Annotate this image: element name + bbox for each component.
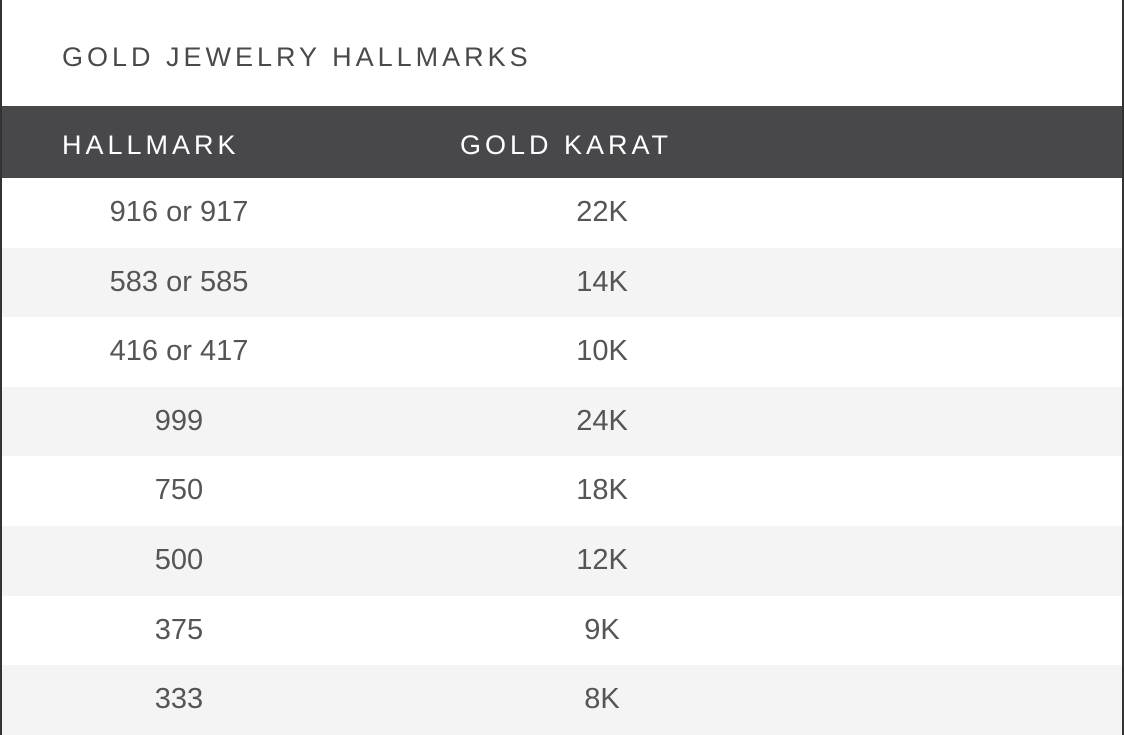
table-row: 999 24K [2, 386, 1122, 457]
table-row: 750 18K [2, 456, 1122, 526]
table-row: 583 or 585 14K [2, 247, 1122, 318]
hallmark-cell: 333 [154, 683, 204, 716]
table-row: 375 9K [2, 596, 1122, 666]
table-row: 500 12K [2, 525, 1122, 596]
hallmark-cell: 750 [154, 474, 204, 507]
hallmark-cell: 416 or 417 [109, 335, 249, 368]
table-body: 916 or 917 22K 583 or 585 14K 416 or 417 10K 9… [2, 178, 1122, 735]
karat-cell: 18K [576, 474, 628, 507]
column-header-hallmark: HALLMARK [62, 130, 240, 160]
column-header-gold-karat: GOLD KARAT [460, 130, 673, 160]
karat-cell: 22K [576, 196, 628, 228]
hallmark-cell: 500 [154, 543, 204, 576]
hallmark-cell: 583 or 585 [109, 265, 249, 298]
karat-cell: 8K [584, 683, 620, 716]
table-header: HALLMARK GOLD KARAT [2, 106, 1122, 178]
karat-cell: 24K [576, 404, 628, 437]
table-title: GOLD JEWELRY HALLMARKS [62, 42, 532, 72]
table-row: 333 8K [2, 665, 1122, 735]
table-row: 916 or 917 22K [2, 178, 1122, 248]
table-row: 416 or 417 10K [2, 317, 1122, 387]
hallmark-cell: 375 [154, 613, 204, 646]
karat-cell: 9K [584, 613, 620, 646]
karat-cell: 12K [576, 543, 628, 576]
hallmark-cell: 916 or 917 [109, 196, 249, 228]
karat-cell: 10K [576, 335, 628, 368]
hallmark-cell: 999 [154, 404, 204, 437]
karat-cell: 14K [576, 265, 628, 298]
